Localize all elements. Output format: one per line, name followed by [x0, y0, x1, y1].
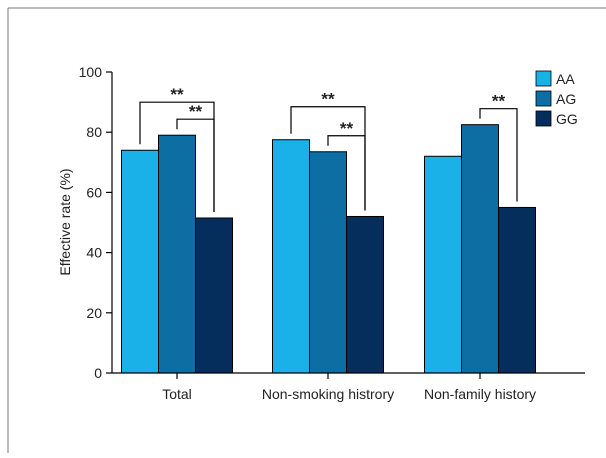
y-tick-label: 80	[86, 124, 102, 140]
legend-swatch	[535, 70, 552, 87]
y-tick-label: 100	[79, 64, 103, 80]
x-tick-label: Non-smoking histrory	[262, 386, 394, 402]
legend-item-aa: AA	[535, 70, 575, 87]
bar-ag-1	[309, 151, 347, 374]
legend-item-gg: GG	[535, 110, 578, 127]
y-tick-label: 60	[86, 184, 102, 200]
legend-swatch	[535, 90, 552, 107]
legend: AA AG GG	[535, 70, 578, 127]
y-tick-label: 0	[94, 365, 102, 381]
significance-label: **	[321, 90, 335, 109]
significance-label: **	[492, 92, 506, 111]
bracket-line	[176, 118, 215, 212]
bracket-line	[327, 135, 366, 211]
x-tick-label: Total	[162, 386, 192, 402]
y-tick-label: 40	[86, 245, 102, 261]
significance-label: **	[170, 85, 184, 104]
legend-swatch	[535, 110, 552, 127]
y-tick-label: 20	[86, 305, 102, 321]
bar-aa-1	[272, 139, 310, 374]
bar-gg-1	[346, 215, 384, 374]
legend-label: AG	[556, 91, 576, 107]
legend-label: AA	[556, 71, 575, 87]
bar-aa-0	[121, 149, 159, 374]
significance-brackets: ** ** ** ** **	[139, 85, 518, 212]
significance-label: **	[189, 102, 203, 121]
legend-label: GG	[556, 111, 578, 127]
x-tick-label: Non-family history	[424, 386, 536, 402]
y-axis-title: Effective rate (%)	[57, 168, 73, 275]
bar-gg-0	[195, 217, 233, 374]
bar-gg-2	[498, 206, 536, 374]
bars-group	[121, 124, 536, 374]
legend-item-ag: AG	[535, 90, 576, 107]
significance-bracket: **	[176, 102, 215, 212]
bar-ag-2	[461, 124, 499, 374]
x-axis: Total Non-smoking histrory Non-family hist…	[112, 372, 585, 402]
bar-ag-0	[158, 134, 196, 374]
bar-aa-2	[424, 155, 462, 374]
y-axis: 0 20 40 60 80 100	[79, 64, 113, 381]
bracket-line	[479, 108, 518, 202]
significance-bracket: **	[479, 92, 518, 202]
significance-bracket: **	[327, 119, 366, 211]
significance-label: **	[340, 119, 354, 138]
